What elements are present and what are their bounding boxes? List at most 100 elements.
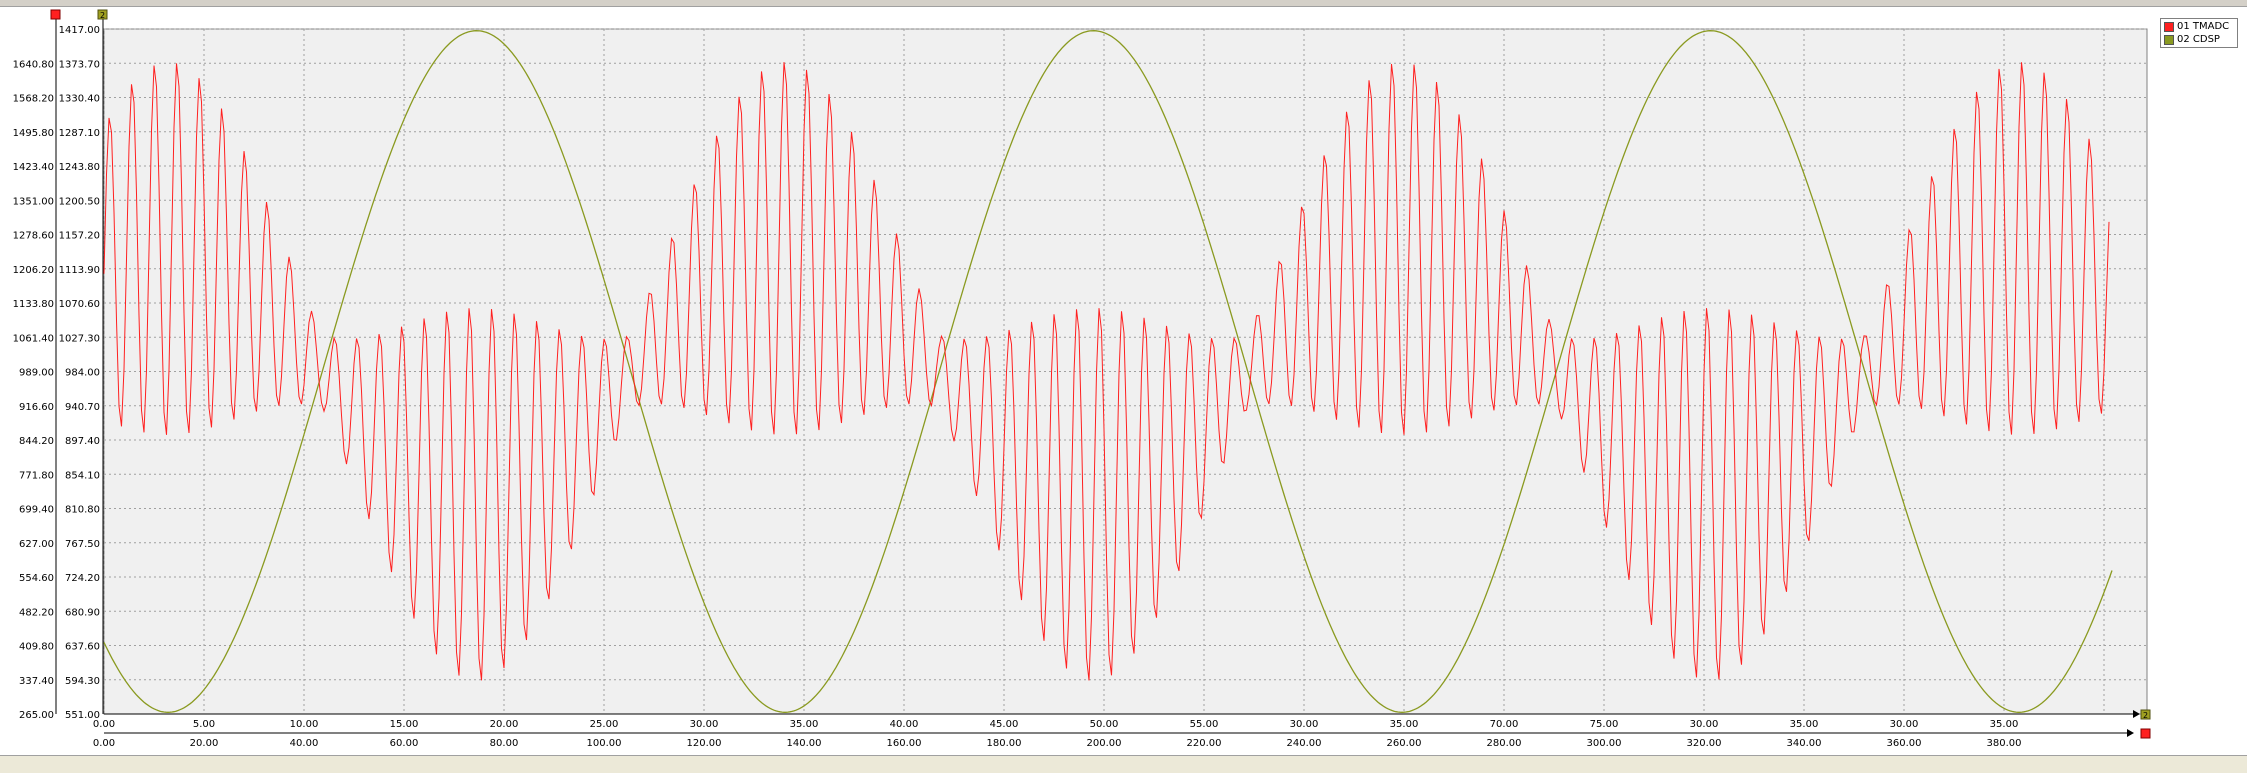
- x-tick-label-bottom: 120.00: [687, 738, 722, 749]
- x-tick-label-top: 35.00: [1790, 719, 1819, 730]
- x-tick-label-top: 0.00: [93, 719, 115, 730]
- x-tick-label-bottom: 60.00: [390, 738, 419, 749]
- right-tick-label: 984.00: [65, 368, 100, 379]
- x-tick-label-top: 35.00: [790, 719, 819, 730]
- series2-end-marker: [2140, 709, 2151, 720]
- x-tick-label-bottom: 200.00: [1087, 738, 1122, 749]
- right-tick-label: 767.50: [65, 539, 100, 550]
- x-tick-label-bottom: 260.00: [1387, 738, 1422, 749]
- x-tick-label-bottom: 180.00: [987, 738, 1022, 749]
- left-tick-label: 1495.80: [13, 128, 54, 139]
- legend-swatch-tmadc: [2164, 21, 2174, 32]
- left-tick-label: 337.40: [19, 676, 54, 687]
- x-tick-label-bottom: 0.00: [93, 738, 115, 749]
- x-tick-label-top: 5.00: [193, 719, 215, 730]
- right-tick-label: 551.00: [65, 710, 100, 721]
- x-tick-label-top: 75.00: [1590, 719, 1619, 730]
- left-tick-label: 627.00: [19, 539, 54, 550]
- chart-svg[interactable]: 265.00 337.40 409.80 482.20 554.60 627.00 699.…: [0, 6, 2247, 755]
- left-tick-label: 554.60: [19, 573, 54, 584]
- x-tick-label-top: 30.00: [1890, 719, 1919, 730]
- series1-end-marker: [2140, 728, 2151, 739]
- right-tick-label: 897.40: [65, 436, 100, 447]
- left-tick-label: 1278.60: [13, 231, 54, 242]
- right-tick-label: 594.30: [65, 676, 100, 687]
- series-tmadc-line: [103, 62, 2110, 681]
- x-tick-label-top: 30.00: [690, 719, 719, 730]
- legend-label-cdsp: 02 CDSP: [2177, 34, 2220, 45]
- x-tick-label-bottom: 280.00: [1487, 738, 1522, 749]
- legend-label-tmadc: 01 TMADC: [2177, 21, 2230, 32]
- x-tick-label-bottom: 20.00: [190, 738, 219, 749]
- x-tick-label-bottom: 240.00: [1287, 738, 1322, 749]
- series2-marker-label: 2: [100, 11, 105, 20]
- series2-end-marker-label: 2: [2143, 711, 2148, 720]
- x-axis-2-arrow: [2127, 729, 2134, 737]
- legend-swatch-cdsp: [2164, 34, 2174, 45]
- right-tick-label: 1373.70: [59, 59, 100, 70]
- left-tick-label: 699.40: [19, 505, 54, 516]
- right-tick-label: 724.20: [65, 573, 100, 584]
- x-tick-label-bottom: 340.00: [1787, 738, 1822, 749]
- x-tick-label-bottom: 40.00: [290, 738, 319, 749]
- right-tick-label: 1243.80: [59, 162, 100, 173]
- x-tick-label-bottom: 300.00: [1587, 738, 1622, 749]
- status-bar: [0, 755, 2247, 773]
- series-cdsp-line: [103, 30, 2113, 713]
- legend-item-tmadc: 01 TMADC: [2164, 20, 2234, 33]
- legend: 01 TMADC 02 CDSP: [2160, 18, 2238, 48]
- right-tick-label: 940.70: [65, 402, 100, 413]
- x-tick-label-top: 55.00: [1190, 719, 1219, 730]
- x-tick-label-top: 35.00: [1990, 719, 2019, 730]
- x-tick-label-bottom: 100.00: [587, 738, 622, 749]
- x-tick-label-bottom: 320.00: [1687, 738, 1722, 749]
- left-tick-label: 265.00: [19, 710, 54, 721]
- legend-item-cdsp: 02 CDSP: [2164, 33, 2234, 46]
- x-tick-label-top: 10.00: [290, 719, 319, 730]
- right-tick-label: 1200.50: [59, 196, 100, 207]
- series1-marker: [50, 9, 61, 20]
- x-tick-label-top: 35.00: [1390, 719, 1419, 730]
- right-tick-label: 1287.10: [59, 128, 100, 139]
- x-tick-label-bottom: 80.00: [490, 738, 519, 749]
- right-tick-label: 1113.90: [59, 265, 100, 276]
- toolbar-strip: [0, 0, 2247, 7]
- left-tick-label: 989.00: [19, 368, 54, 379]
- x-tick-label-top: 50.00: [1090, 719, 1119, 730]
- right-tick-label: 1330.40: [59, 94, 100, 105]
- x-tick-label-bottom: 140.00: [787, 738, 822, 749]
- right-tick-label: 854.10: [65, 470, 100, 481]
- right-tick-label: 1070.60: [59, 299, 100, 310]
- x-tick-label-bottom: 360.00: [1887, 738, 1922, 749]
- right-tick-label: 1027.30: [59, 333, 100, 344]
- x-tick-label-top: 45.00: [990, 719, 1019, 730]
- left-tick-label: 1133.80: [13, 299, 54, 310]
- x-tick-label-top: 15.00: [390, 719, 419, 730]
- series2-marker: [97, 9, 108, 20]
- x-tick-label-top: 70.00: [1490, 719, 1519, 730]
- left-tick-label: 1206.20: [13, 265, 54, 276]
- left-tick-label: 1423.40: [13, 162, 54, 173]
- x-tick-label-top: 20.00: [490, 719, 519, 730]
- x-tick-label-bottom: 380.00: [1987, 738, 2022, 749]
- left-tick-label: 916.60: [19, 402, 54, 413]
- right-tick-label: 1157.20: [59, 231, 100, 242]
- left-tick-label: 1568.20: [13, 94, 54, 105]
- left-tick-label: 409.80: [19, 642, 54, 653]
- x-axis-1-arrow: [2133, 710, 2140, 718]
- left-tick-label: 844.20: [19, 436, 54, 447]
- left-tick-label: 1640.80: [13, 59, 54, 70]
- right-tick-label: 1417.00: [59, 25, 100, 36]
- x-tick-label-bottom: 220.00: [1187, 738, 1222, 749]
- x-tick-label-top: 30.00: [1690, 719, 1719, 730]
- left-tick-label: 1061.40: [13, 333, 54, 344]
- left-tick-label: 482.20: [19, 607, 54, 618]
- x-tick-label-bottom: 160.00: [887, 738, 922, 749]
- right-tick-label: 810.80: [65, 505, 100, 516]
- x-tick-label-top: 30.00: [1290, 719, 1319, 730]
- x-tick-label-top: 40.00: [890, 719, 919, 730]
- right-tick-label: 637.60: [65, 642, 100, 653]
- left-tick-label: 1351.00: [13, 196, 54, 207]
- right-tick-label: 680.90: [65, 607, 100, 618]
